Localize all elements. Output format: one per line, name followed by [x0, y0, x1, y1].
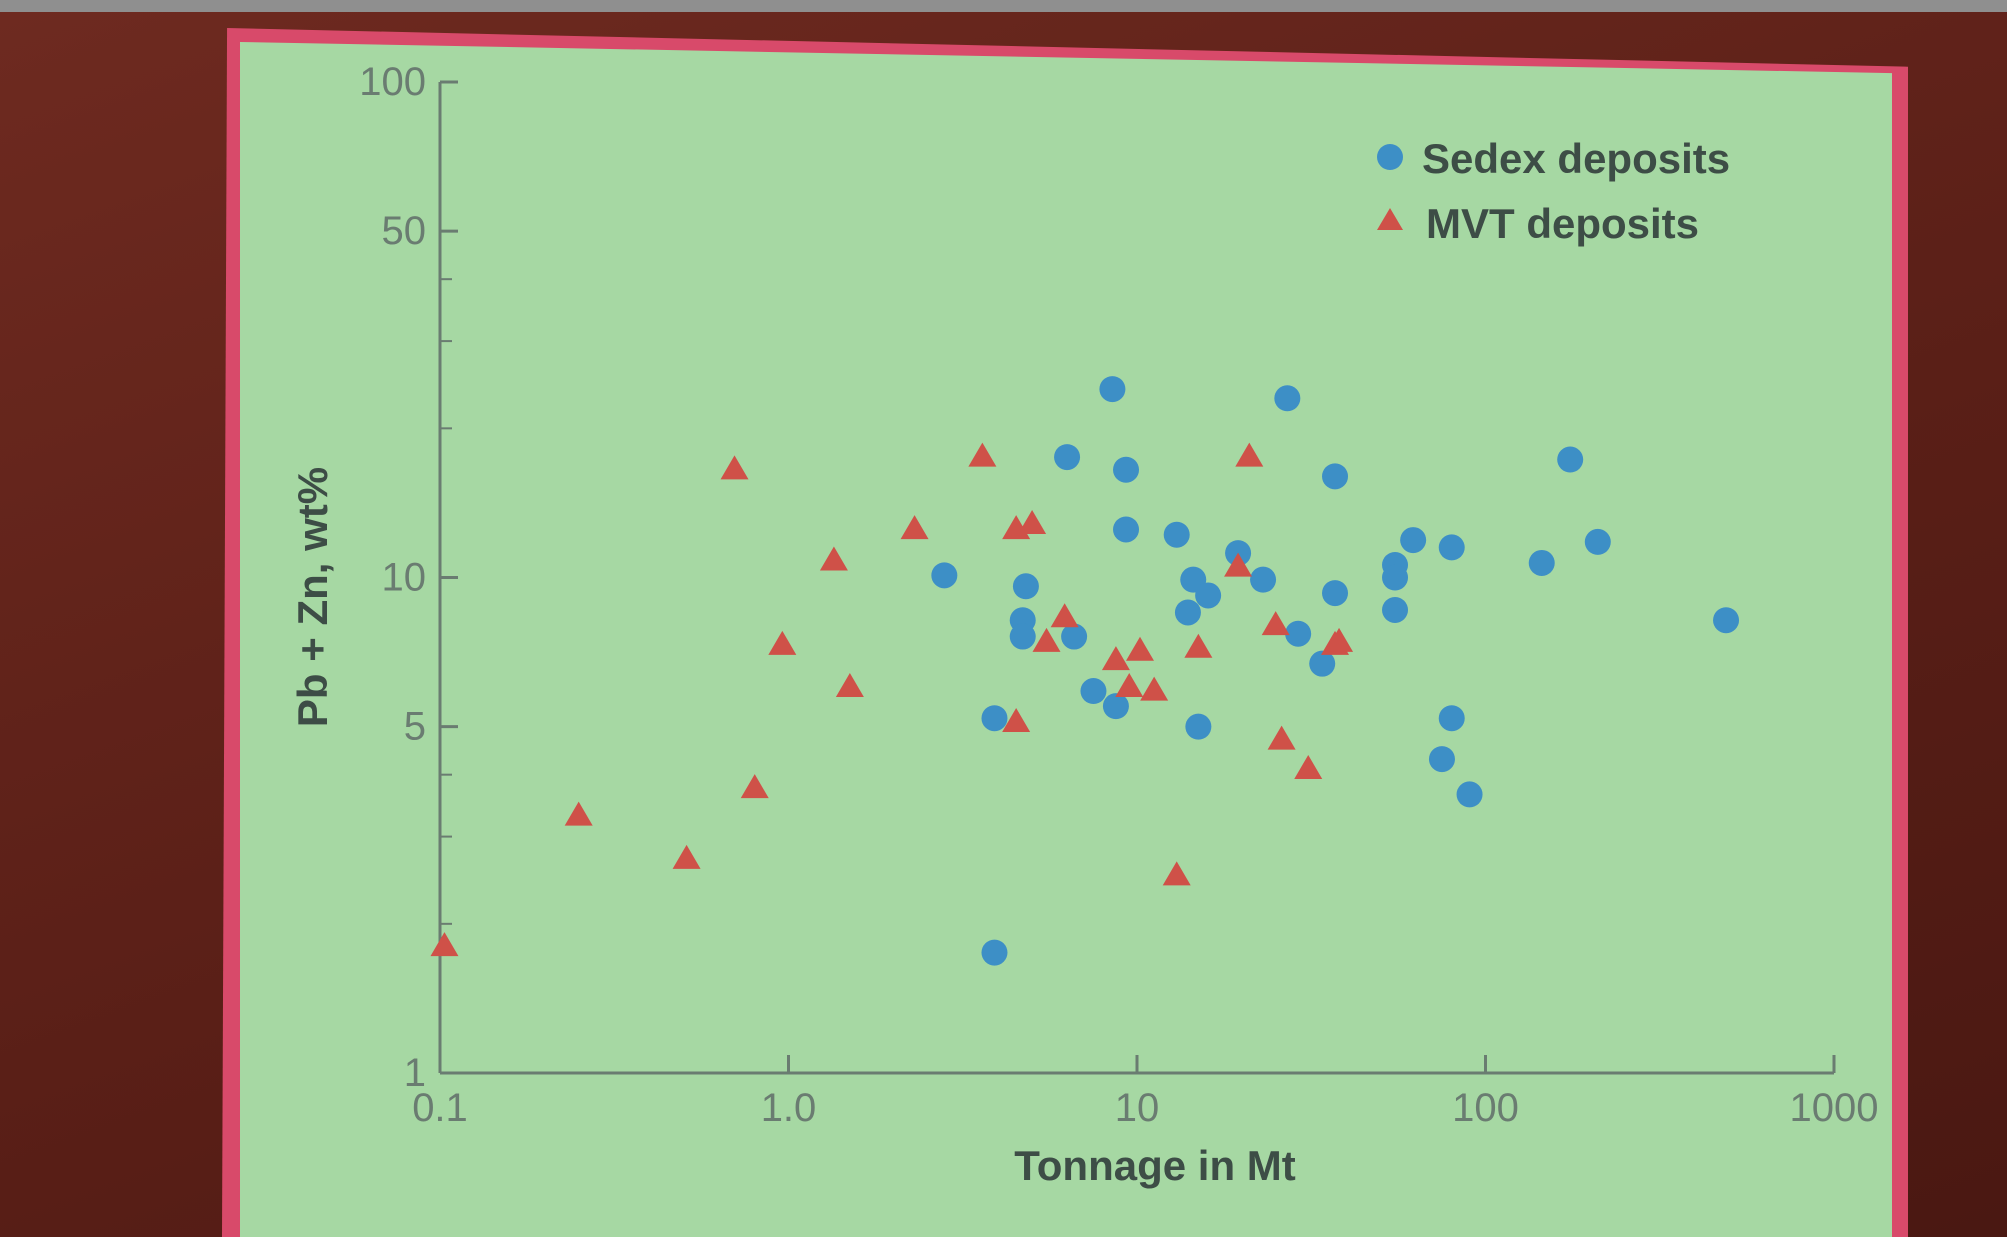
mvt-point — [1184, 633, 1213, 658]
sedex-point — [1713, 607, 1740, 634]
sedex-point — [1080, 678, 1107, 705]
sedex-point — [931, 562, 958, 589]
mvt-point — [835, 673, 864, 698]
x-tick-label: 0.1 — [412, 1086, 468, 1130]
sedex-point — [1322, 463, 1349, 490]
sedex-point — [1528, 549, 1555, 576]
x-axis-title: Tonnage in Mt — [1014, 1142, 1296, 1189]
mvt-point — [900, 515, 929, 540]
sedex-point — [1102, 693, 1129, 720]
mvt-point — [819, 546, 848, 571]
mvt-point — [672, 844, 701, 869]
sedex-point — [1382, 564, 1409, 591]
mvt-point — [1002, 707, 1031, 732]
sedex-point — [1584, 528, 1611, 555]
sedex-point — [1113, 516, 1140, 543]
mvt-point — [430, 932, 459, 957]
y-axis-title: Pb + Zn, wt% — [289, 467, 336, 727]
x-tick-label: 1.0 — [761, 1086, 817, 1130]
screen-top-edge — [0, 0, 2007, 12]
sedex-point — [1061, 623, 1088, 650]
y-tick-label: 5 — [404, 705, 426, 749]
mvt-point — [1032, 627, 1061, 652]
mvt-point — [1018, 509, 1047, 534]
mvt-point — [564, 801, 593, 826]
y-tick-label: 100 — [359, 60, 426, 104]
x-tick-label: 10 — [1115, 1086, 1160, 1130]
sedex-point — [1250, 566, 1277, 593]
mvt-point — [720, 455, 749, 480]
mvt-point — [1325, 627, 1354, 652]
sedex-point — [1382, 596, 1409, 623]
mvt-point — [1115, 673, 1144, 698]
sedex-point — [1456, 781, 1483, 808]
y-tick-label: 50 — [382, 209, 427, 253]
sedex-point — [1174, 599, 1201, 626]
sedex-point — [981, 939, 1008, 966]
mvt-point — [740, 774, 769, 799]
legend-mvt-label: MVT deposits — [1426, 200, 1699, 247]
y-tick-label: 1 — [404, 1051, 426, 1095]
sedex-point — [1163, 521, 1190, 548]
sedex-point — [1009, 623, 1036, 650]
mvt-point — [1235, 442, 1264, 467]
mvt-point — [1125, 636, 1154, 661]
sedex-point — [1274, 385, 1301, 412]
y-tick-label: 10 — [382, 556, 427, 600]
sedex-point — [1438, 534, 1465, 561]
sedex-point — [1012, 573, 1039, 600]
sedex-point — [1438, 705, 1465, 732]
mvt-point — [1050, 603, 1079, 628]
mvt-point — [1101, 646, 1130, 671]
sedex-point — [1557, 446, 1584, 473]
sedex-point — [1322, 580, 1349, 607]
legend-sedex-marker — [1377, 144, 1403, 170]
legend-sedex-label: Sedex deposits — [1422, 135, 1730, 182]
sedex-point — [1113, 456, 1140, 483]
sedex-point — [1185, 713, 1212, 740]
mvt-point — [1267, 725, 1296, 750]
sedex-point — [1099, 376, 1126, 403]
data-points — [430, 376, 1740, 966]
mvt-point — [1261, 611, 1290, 636]
mvt-point — [1162, 861, 1191, 886]
mvt-point — [1224, 552, 1253, 577]
sedex-point — [981, 705, 1008, 732]
legend-mvt-marker — [1377, 208, 1403, 230]
sedex-point — [1285, 620, 1312, 647]
sedex-point — [1309, 650, 1336, 677]
sedex-point — [1428, 746, 1455, 773]
x-tick-label: 100 — [1452, 1086, 1519, 1130]
x-tick-label: 1000 — [1790, 1086, 1879, 1130]
ticks: 1 5 10 50 100 0.1 1.0 10 100 1000 — [359, 60, 1878, 1130]
mvt-point — [1294, 754, 1323, 779]
mvt-point — [768, 630, 797, 655]
legend: Sedex deposits MVT deposits — [1377, 135, 1730, 247]
sedex-point — [1195, 582, 1222, 609]
sedex-point — [1054, 444, 1081, 471]
mvt-point — [1140, 676, 1169, 701]
sedex-point — [1400, 527, 1427, 554]
mvt-point — [968, 442, 997, 467]
